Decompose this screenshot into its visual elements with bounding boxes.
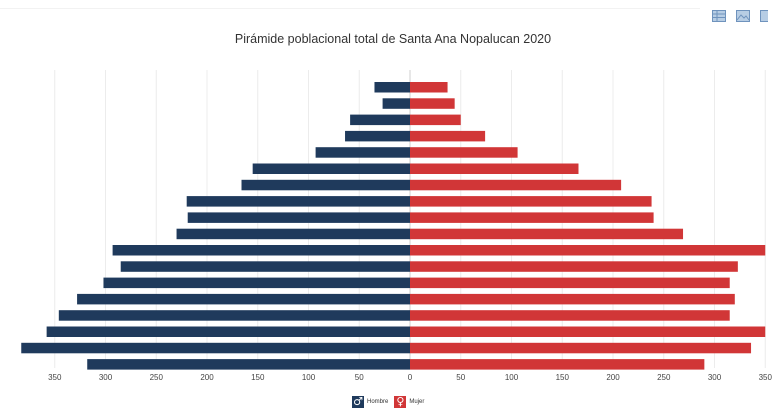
x-tick-label: 100 <box>505 373 519 382</box>
bar-hombre[interactable] <box>103 277 410 289</box>
x-tick-label: 250 <box>657 373 671 382</box>
bar-mujer[interactable] <box>410 359 705 370</box>
table-icon <box>712 10 726 22</box>
table-view-button[interactable] <box>712 10 726 22</box>
bar-hombre[interactable] <box>176 228 410 240</box>
bar-mujer[interactable] <box>410 326 766 338</box>
x-tick-label: 50 <box>355 373 364 382</box>
legend-item-hombre[interactable]: ♂ Hombre <box>352 396 388 408</box>
x-tick-label: 350 <box>759 373 773 382</box>
x-tick-label: 50 <box>456 373 465 382</box>
bar-mujer[interactable] <box>410 196 652 207</box>
bar-mujer[interactable] <box>410 261 738 272</box>
x-tick-label: 300 <box>708 373 722 382</box>
image-icon <box>736 10 750 22</box>
bar-hombre[interactable] <box>120 261 410 272</box>
bar-mujer[interactable] <box>410 310 730 321</box>
chart-toolbar <box>712 10 774 22</box>
female-icon: ♀ <box>394 395 407 408</box>
bar-mujer[interactable] <box>410 98 455 109</box>
bar-hombre[interactable] <box>252 163 410 175</box>
bar-hombre[interactable] <box>46 326 410 338</box>
population-pyramid-chart: Pirámide poblacional total de Santa Ana … <box>21 32 772 382</box>
bars-group <box>21 82 766 370</box>
male-icon: ♂ <box>352 395 364 408</box>
bar-mujer[interactable] <box>410 293 735 305</box>
bar-mujer[interactable] <box>410 130 486 142</box>
bar-mujer[interactable] <box>410 342 752 354</box>
bar-hombre[interactable] <box>21 342 410 354</box>
bar-hombre[interactable] <box>58 310 411 321</box>
x-tick-label: 0 <box>408 373 413 382</box>
document-export-button[interactable] <box>760 10 774 22</box>
top-divider <box>0 8 700 9</box>
bar-mujer[interactable] <box>410 147 518 158</box>
x-tick-label: 250 <box>150 373 164 382</box>
bar-hombre[interactable] <box>77 293 410 305</box>
x-axis-ticks: 350 300 250 200 150 100 50 0 50 100 150 200 250 300 35… <box>48 373 772 382</box>
legend-label-hombre: Hombre <box>367 399 389 405</box>
document-icon <box>760 10 768 22</box>
x-tick-label: 100 <box>302 373 316 382</box>
bar-hombre[interactable] <box>350 114 410 126</box>
image-export-button[interactable] <box>736 10 750 22</box>
bar-mujer[interactable] <box>410 212 654 223</box>
bar-mujer[interactable] <box>410 163 579 175</box>
bar-hombre[interactable] <box>374 82 410 93</box>
bar-hombre[interactable] <box>187 212 410 223</box>
bar-mujer[interactable] <box>410 114 461 126</box>
bar-hombre[interactable] <box>186 196 410 207</box>
legend-label-mujer: Mujer <box>409 399 425 405</box>
bar-mujer[interactable] <box>410 228 684 240</box>
bar-hombre[interactable] <box>112 245 410 256</box>
bar-hombre[interactable] <box>241 179 410 191</box>
legend-item-mujer[interactable]: ♀ Mujer <box>394 396 424 408</box>
bar-mujer[interactable] <box>410 179 622 191</box>
chart-title: Pirámide poblacional total de Santa Ana … <box>235 32 551 46</box>
bar-mujer[interactable] <box>410 245 766 256</box>
x-tick-label: 200 <box>200 373 214 382</box>
x-tick-label: 200 <box>606 373 620 382</box>
bar-hombre[interactable] <box>382 98 410 109</box>
x-tick-label: 150 <box>251 373 265 382</box>
bar-hombre[interactable] <box>345 130 410 142</box>
x-tick-label: 350 <box>48 373 62 382</box>
bar-mujer[interactable] <box>410 277 730 289</box>
x-tick-label: 300 <box>99 373 113 382</box>
bar-hombre[interactable] <box>87 359 410 370</box>
legend: ♂ Hombre ♀ Mujer <box>352 396 424 408</box>
x-tick-label: 150 <box>556 373 570 382</box>
bar-mujer[interactable] <box>410 82 448 93</box>
bar-hombre[interactable] <box>315 147 410 158</box>
